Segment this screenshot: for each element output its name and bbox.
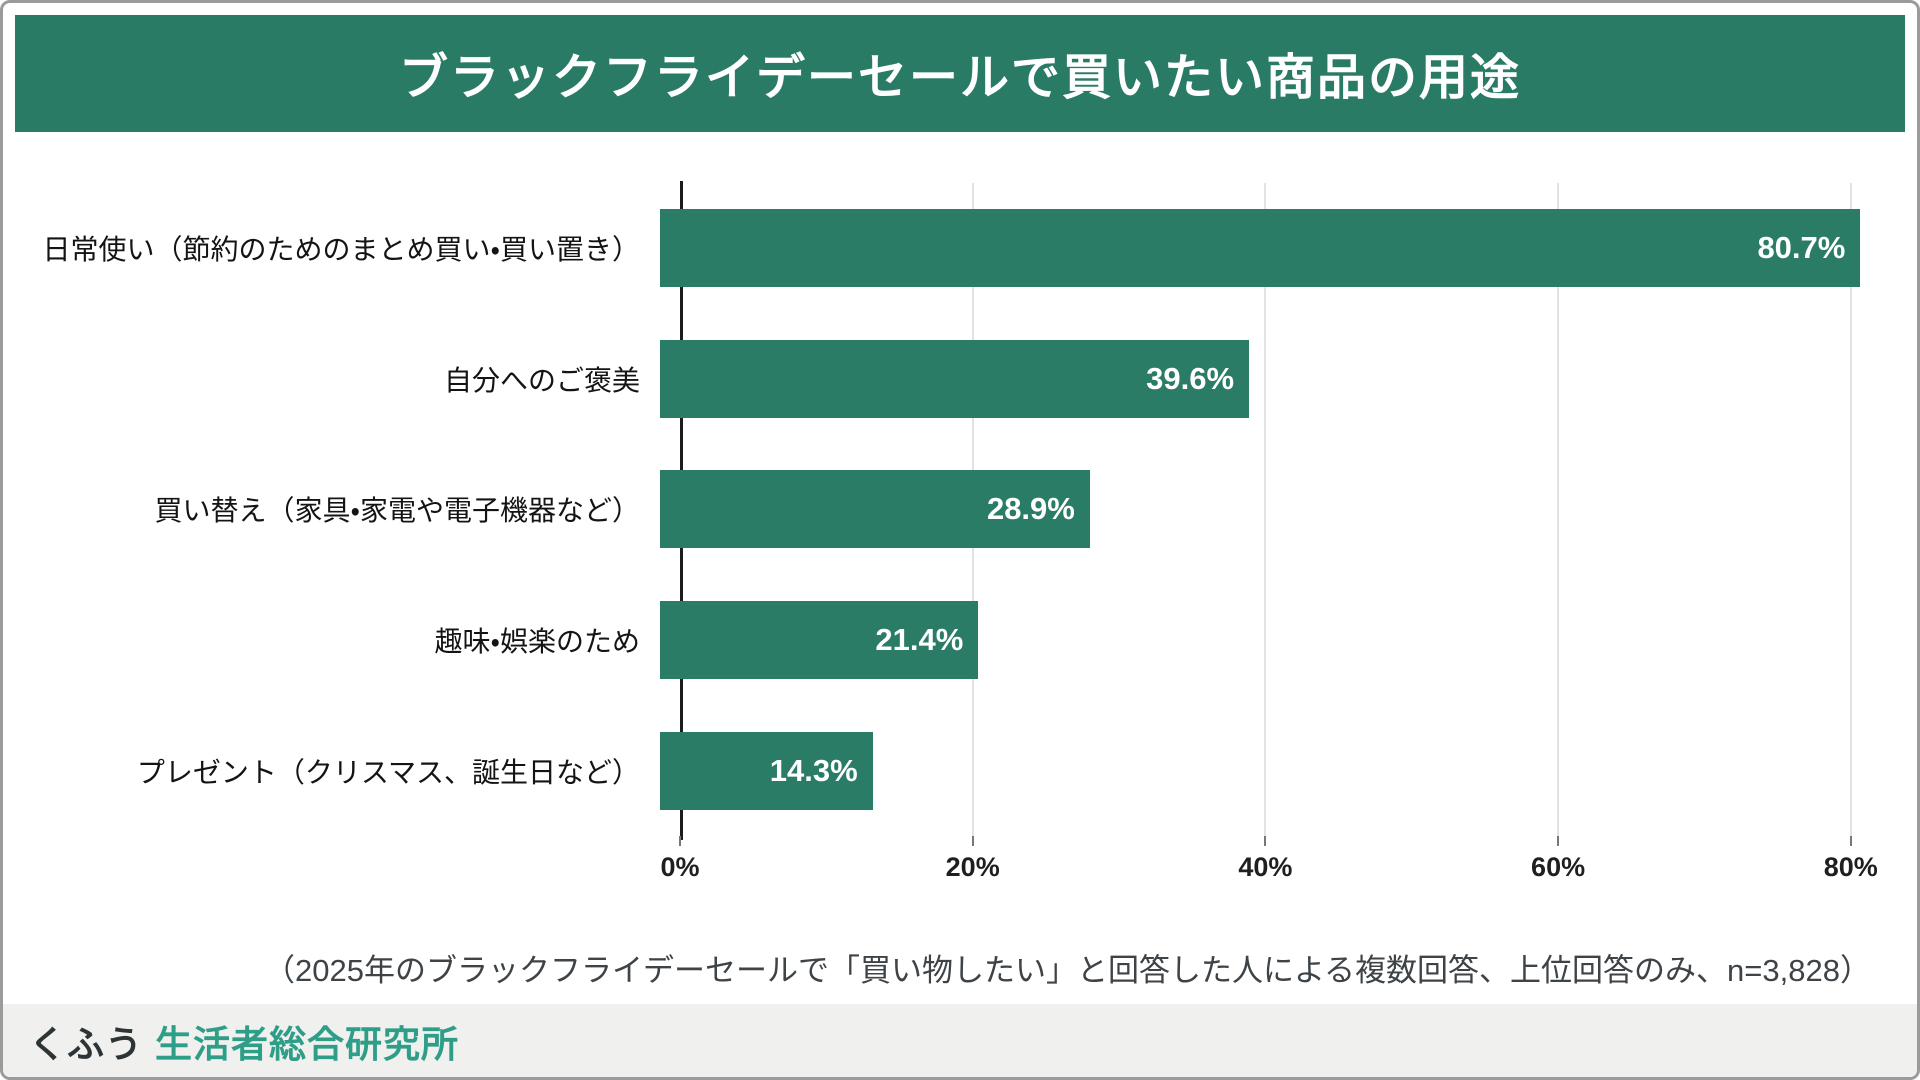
gridline-60 <box>1557 183 1560 836</box>
category-label: 日常使い（節約のためのまとめ買い・買い置き） <box>42 234 640 266</box>
x-tick-mark <box>971 836 974 846</box>
bar-rows: 日常使い（節約のためのまとめ買い・買い置き） 80.7% 自分へのご褒美 39.… <box>3 183 1902 836</box>
bar-value-label: 80.7% <box>1757 230 1846 266</box>
bar: 14.3% <box>660 731 873 810</box>
x-tick-mark <box>1849 836 1852 846</box>
header-banner: ブラックフライデーセールで買いたい商品の用途 <box>15 15 1905 132</box>
bar-track: 21.4% <box>660 575 1902 706</box>
bar-row: 自分へのご褒美 39.6% <box>3 314 1902 445</box>
bar-value-label: 14.3% <box>769 752 858 788</box>
x-tick-label: 40% <box>1238 852 1293 882</box>
bar-row: プレゼント（クリスマス、誕生日など） 14.3% <box>3 705 1902 836</box>
bar-track: 14.3% <box>660 705 1902 836</box>
footer-bar: くふう 生活者総合研究所 <box>3 1004 1917 1077</box>
category-label: プレゼント（クリスマス、誕生日など） <box>136 756 640 788</box>
bar-value-label: 39.6% <box>1146 360 1235 396</box>
x-tick-label: 60% <box>1531 852 1586 882</box>
category-label: 自分へのご褒美 <box>443 364 640 396</box>
bar-value-label: 21.4% <box>875 622 964 658</box>
x-tick-label: 20% <box>945 852 1000 882</box>
bar-track: 39.6% <box>660 314 1902 445</box>
x-tick-label: 0% <box>660 852 700 882</box>
bar: 28.9% <box>660 470 1090 549</box>
x-tick-mark <box>1264 836 1267 846</box>
x-tick-mark <box>679 836 681 846</box>
category-label: 趣味・娯楽のため <box>434 626 640 658</box>
bar-row: 日常使い（節約のためのまとめ買い・買い置き） 80.7% <box>3 183 1902 314</box>
bar-row: 趣味・娯楽のため 21.4% <box>3 575 1902 706</box>
bar-track: 80.7% <box>660 183 1902 314</box>
bar: 21.4% <box>660 601 979 680</box>
bar: 80.7% <box>660 209 1861 288</box>
bar-track: 28.9% <box>660 444 1902 575</box>
survey-footnote: （2025年のブラックフライデーセールで「買い物したい」と回答した人による複数回… <box>264 953 1871 988</box>
x-tick-label: 80% <box>1823 852 1878 882</box>
x-axis: 0% 20% 40% 60% 80% <box>660 836 1902 898</box>
gridline-80 <box>1849 183 1852 836</box>
bar-row: 買い替え（家具・家電や電子機器など） 28.9% <box>3 444 1902 575</box>
gridline-40 <box>1264 183 1267 836</box>
x-tick-mark <box>1557 836 1560 846</box>
bar-value-label: 28.9% <box>986 491 1075 527</box>
page-title: ブラックフライデーセールで買いたい商品の用途 <box>398 51 1521 105</box>
category-label: 買い替え（家具・家電や電子機器など） <box>154 495 640 527</box>
brand-logo-institute: 生活者総合研究所 <box>155 1023 459 1065</box>
bar-chart: 日常使い（節約のためのまとめ買い・買い置き） 80.7% 自分へのご褒美 39.… <box>3 181 1917 840</box>
bar: 39.6% <box>660 339 1250 418</box>
brand-logo-kufu: くふう <box>29 1023 143 1065</box>
